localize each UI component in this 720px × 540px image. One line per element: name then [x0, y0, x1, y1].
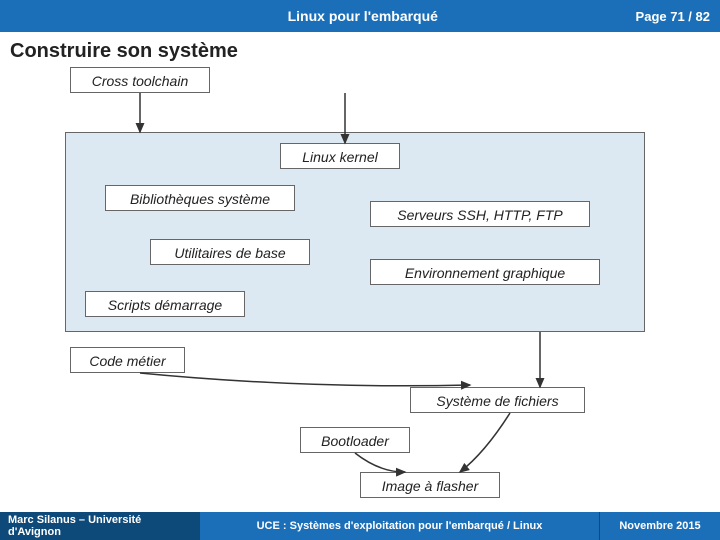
header-title: Linux pour l'embarqué — [90, 8, 636, 24]
footer-author: Marc Silanus – Université d'Avignon — [0, 512, 200, 540]
box-kernel: Linux kernel — [280, 143, 400, 169]
box-env: Environnement graphique — [370, 259, 600, 285]
box-fs: Système de fichiers — [410, 387, 585, 413]
footer-course: UCE : Systèmes d'exploitation pour l'emb… — [200, 512, 600, 540]
diagram-canvas: Cross toolchain Linux kernel Bibliothèqu… — [10, 67, 710, 507]
page-number: Page 71 / 82 — [636, 9, 710, 24]
box-image: Image à flasher — [360, 472, 500, 498]
box-cross: Cross toolchain — [70, 67, 210, 93]
footer-bar: Marc Silanus – Université d'Avignon UCE … — [0, 512, 720, 540]
box-ssh: Serveurs SSH, HTTP, FTP — [370, 201, 590, 227]
box-bib: Bibliothèques système — [105, 185, 295, 211]
box-scripts: Scripts démarrage — [85, 291, 245, 317]
box-util: Utilitaires de base — [150, 239, 310, 265]
box-boot: Bootloader — [300, 427, 410, 453]
footer-date: Novembre 2015 — [600, 512, 720, 540]
header-bar: Linux pour l'embarqué Page 71 / 82 — [0, 0, 720, 32]
slide-subtitle: Construire son système — [0, 32, 720, 67]
box-code: Code métier — [70, 347, 185, 373]
